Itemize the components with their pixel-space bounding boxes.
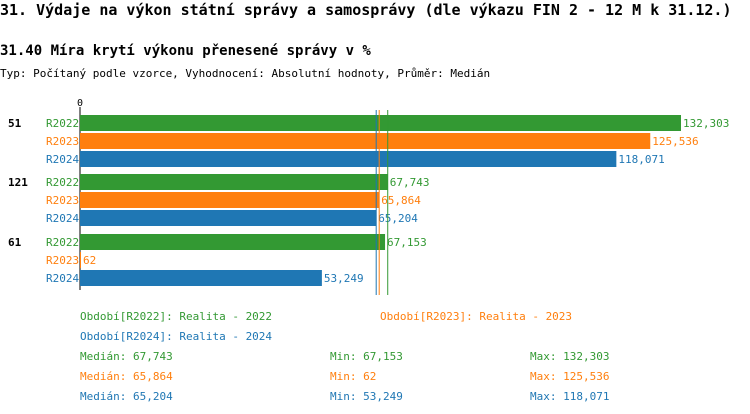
series-label: R2023 [46, 194, 79, 207]
value-label: 65,864 [381, 194, 421, 207]
bar [80, 234, 386, 250]
series-label: R2022 [46, 176, 79, 189]
bar-chart: 0 51 R2022 132,303 R2023 125,536 R2024 118,071 1… [8, 98, 729, 295]
value-label: 53,249 [324, 272, 364, 285]
stat-max-r2023: Max: 125,536 [530, 370, 610, 383]
stat-min-r2023: Min: 62 [330, 370, 377, 383]
series-label: R2024 [46, 153, 79, 166]
stat-min-r2024: Min: 53,249 [330, 390, 403, 403]
series-label: R2023 [46, 135, 79, 148]
bar [80, 133, 651, 149]
stat-min-r2022: Min: 67,153 [330, 350, 403, 363]
series-label: R2022 [46, 117, 79, 130]
series-label: R2022 [46, 236, 79, 249]
group-label: 51 [8, 117, 22, 130]
stat-max-r2022: Max: 132,303 [530, 350, 610, 363]
stat-median-r2024: Medián: 65,204 [80, 390, 173, 403]
legend-r2023: Období[R2023]: Realita - 2023 [380, 310, 573, 323]
stat-max-r2024: Max: 118,071 [530, 390, 610, 403]
bar [80, 174, 388, 190]
page-title: 31. Výdaje na výkon státní správy a samo… [0, 1, 732, 19]
value-label: 118,071 [618, 153, 664, 166]
value-label: 67,153 [387, 236, 427, 249]
value-label: 62 [83, 254, 96, 267]
group-label: 121 [8, 176, 28, 189]
axis-zero-label: 0 [77, 98, 83, 109]
type-info: Typ: Počítaný podle vzorce, Vyhodnocení:… [0, 67, 491, 80]
value-label: 65,204 [378, 212, 418, 225]
chart-title: 31.40 Míra krytí výkonu přenesené správy… [0, 43, 371, 59]
legend-r2022: Období[R2022]: Realita - 2022 [80, 310, 273, 323]
legend-r2024: Období[R2024]: Realita - 2024 [80, 330, 273, 343]
bar [80, 151, 617, 167]
value-label: 132,303 [683, 117, 729, 130]
series-label: R2024 [46, 272, 79, 285]
group-label: 61 [8, 236, 22, 249]
bar [80, 252, 81, 268]
series-label: R2023 [46, 254, 79, 267]
bar [80, 192, 380, 208]
value-label: 67,743 [390, 176, 430, 189]
stat-median-r2023: Medián: 65,864 [80, 370, 173, 383]
value-label: 125,536 [652, 135, 698, 148]
series-label: R2024 [46, 212, 79, 225]
bar [80, 210, 377, 226]
bar [80, 115, 681, 131]
stat-median-r2022: Medián: 67,743 [80, 350, 173, 363]
bar [80, 270, 322, 286]
